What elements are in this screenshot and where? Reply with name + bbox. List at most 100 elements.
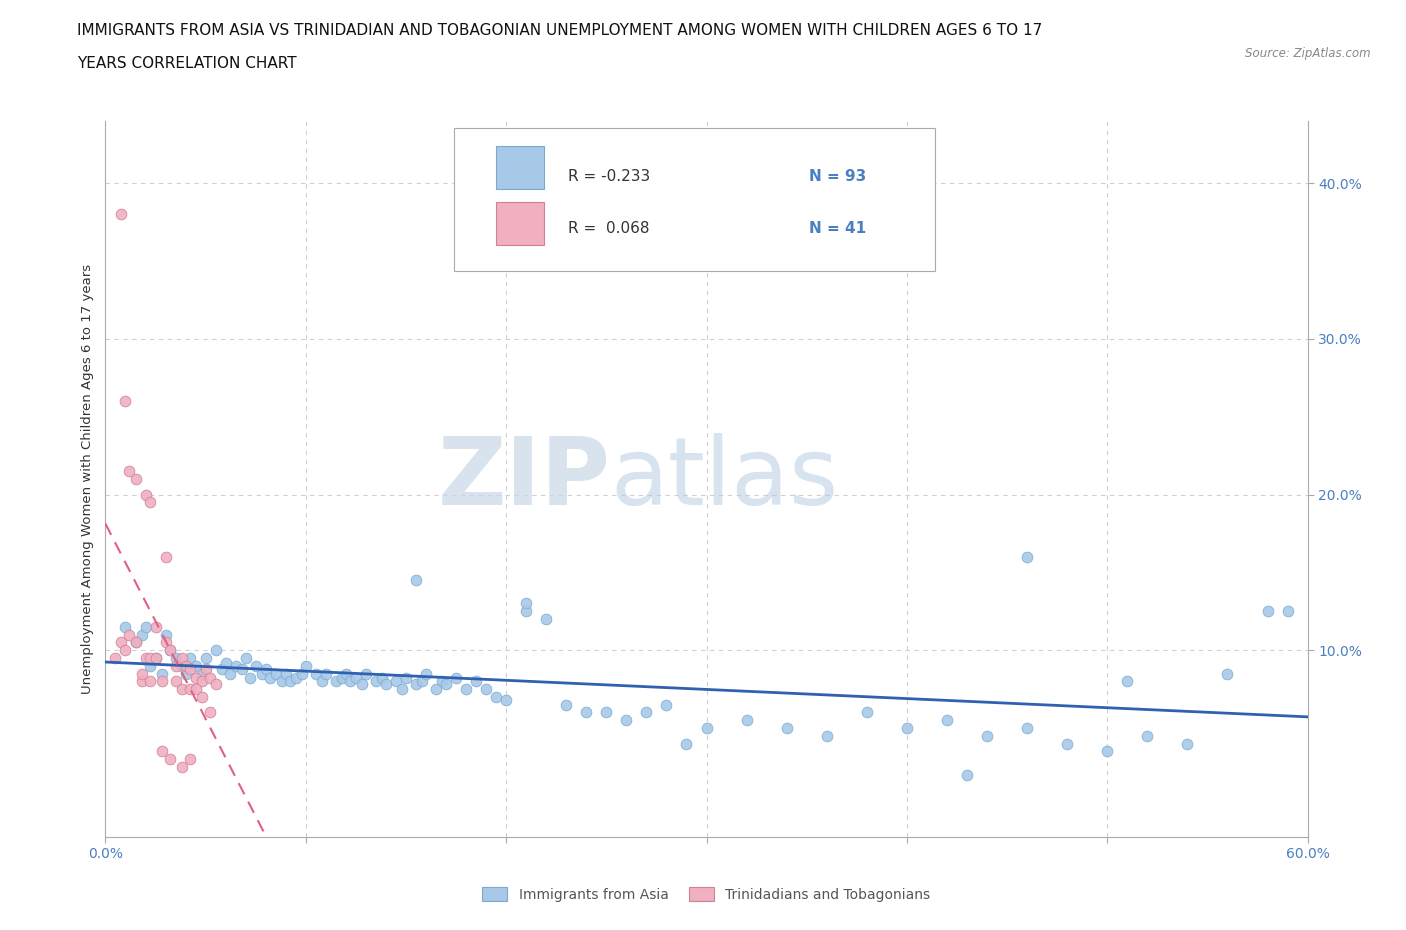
- Point: [1216, 666, 1239, 681]
- Point: [131, 674, 153, 689]
- Point: [465, 674, 488, 689]
- Point: [495, 693, 517, 708]
- Point: [138, 674, 160, 689]
- Point: [245, 658, 267, 673]
- Point: [135, 487, 157, 502]
- Point: [159, 643, 181, 658]
- Point: [138, 658, 160, 673]
- Text: IMMIGRANTS FROM ASIA VS TRINIDADIAN AND TOBAGONIAN UNEMPLOYMENT AMONG WOMEN WITH: IMMIGRANTS FROM ASIA VS TRINIDADIAN AND …: [77, 23, 1043, 38]
- Point: [155, 550, 177, 565]
- Point: [305, 666, 328, 681]
- Point: [124, 635, 146, 650]
- Point: [190, 666, 212, 681]
- Point: [655, 698, 678, 712]
- Point: [371, 671, 394, 685]
- Text: N = 41: N = 41: [808, 220, 866, 235]
- Point: [150, 666, 173, 681]
- Point: [575, 705, 598, 720]
- Point: [179, 682, 201, 697]
- Point: [339, 674, 361, 689]
- Point: [278, 674, 301, 689]
- Point: [295, 658, 318, 673]
- Text: R = -0.233: R = -0.233: [568, 169, 651, 184]
- Point: [335, 666, 357, 681]
- Point: [114, 643, 136, 658]
- Point: [425, 682, 447, 697]
- Point: [165, 651, 187, 666]
- Point: [170, 760, 193, 775]
- FancyBboxPatch shape: [496, 202, 544, 245]
- Text: YEARS CORRELATION CHART: YEARS CORRELATION CHART: [77, 56, 297, 71]
- Point: [214, 656, 236, 671]
- Point: [344, 671, 367, 685]
- Point: [405, 677, 427, 692]
- Point: [170, 651, 193, 666]
- Point: [696, 721, 718, 736]
- Point: [170, 682, 193, 697]
- Point: [896, 721, 918, 736]
- Point: [204, 677, 226, 692]
- Point: [118, 464, 141, 479]
- Point: [155, 635, 177, 650]
- Point: [1056, 737, 1078, 751]
- Point: [976, 728, 998, 743]
- Point: [330, 671, 353, 685]
- Point: [198, 671, 221, 685]
- Text: N = 93: N = 93: [808, 169, 866, 184]
- Point: [735, 712, 758, 727]
- Point: [274, 666, 297, 681]
- Point: [145, 651, 167, 666]
- Point: [485, 689, 508, 704]
- Text: R =  0.068: R = 0.068: [568, 220, 650, 235]
- Point: [855, 705, 877, 720]
- Point: [231, 661, 253, 676]
- Text: Source: ZipAtlas.com: Source: ZipAtlas.com: [1246, 46, 1371, 60]
- Point: [218, 666, 240, 681]
- Point: [264, 666, 287, 681]
- Point: [956, 767, 979, 782]
- Point: [124, 472, 146, 486]
- Point: [411, 674, 433, 689]
- FancyBboxPatch shape: [454, 128, 935, 272]
- Point: [616, 712, 638, 727]
- Point: [391, 682, 413, 697]
- Point: [1097, 744, 1119, 759]
- Point: [475, 682, 498, 697]
- Point: [159, 643, 181, 658]
- Point: [179, 751, 201, 766]
- Point: [145, 619, 167, 634]
- Point: [190, 689, 212, 704]
- Point: [184, 671, 207, 685]
- Point: [211, 661, 233, 676]
- Point: [198, 705, 221, 720]
- Point: [225, 658, 247, 673]
- Point: [291, 666, 314, 681]
- Point: [534, 612, 557, 627]
- Point: [179, 661, 201, 676]
- Point: [1116, 674, 1139, 689]
- Point: [415, 666, 437, 681]
- Point: [354, 666, 377, 681]
- Point: [184, 682, 207, 697]
- Point: [250, 666, 273, 681]
- Point: [675, 737, 697, 751]
- Point: [194, 661, 217, 676]
- Point: [190, 674, 212, 689]
- Point: [515, 596, 537, 611]
- Y-axis label: Unemployment Among Women with Children Ages 6 to 17 years: Unemployment Among Women with Children A…: [82, 264, 94, 694]
- Point: [515, 604, 537, 618]
- Text: atlas: atlas: [610, 433, 838, 525]
- Text: ZIP: ZIP: [437, 433, 610, 525]
- Point: [311, 674, 333, 689]
- Point: [135, 651, 157, 666]
- Point: [138, 495, 160, 510]
- Point: [174, 666, 197, 681]
- Point: [110, 635, 132, 650]
- Point: [114, 619, 136, 634]
- Point: [104, 651, 127, 666]
- Point: [315, 666, 337, 681]
- Point: [155, 627, 177, 642]
- Point: [110, 206, 132, 221]
- Point: [179, 651, 201, 666]
- Point: [170, 658, 193, 673]
